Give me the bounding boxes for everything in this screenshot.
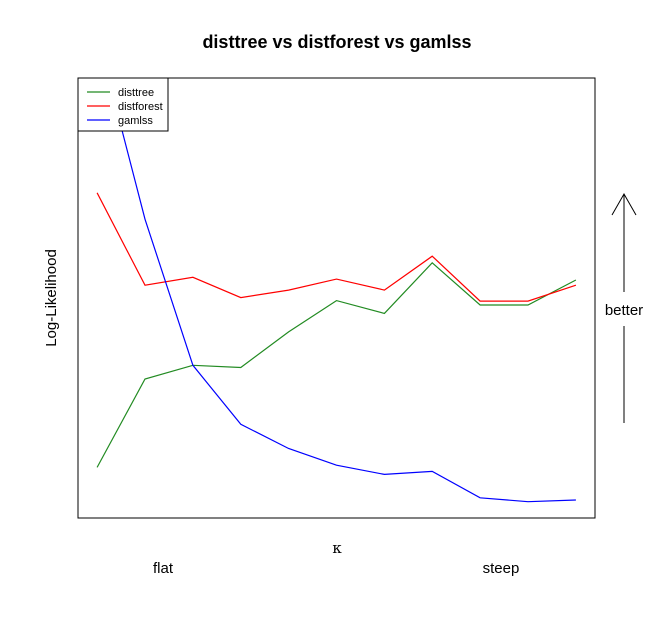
legend-label-disttree: disttree xyxy=(118,87,154,99)
legend-label-gamlss: gamlss xyxy=(118,115,153,127)
plot-frame xyxy=(77,77,596,519)
x-axis-label: κ xyxy=(332,539,342,557)
better-label: better xyxy=(605,302,643,319)
legend-box xyxy=(77,77,169,132)
series-layer xyxy=(96,78,577,503)
better-arrow xyxy=(611,192,637,423)
chart-title: disttree vs distforest vs gamlss xyxy=(202,32,471,52)
x-annotation-steep: steep xyxy=(483,560,520,577)
legend-items: disttree distforest gamlss xyxy=(87,87,163,127)
series-line-distforest xyxy=(96,192,577,302)
legend: disttree distforest gamlss xyxy=(77,77,169,132)
x-annotation-flat: flat xyxy=(153,560,174,577)
better-arrow-head xyxy=(611,192,637,216)
legend-label-distforest: distforest xyxy=(118,101,163,113)
y-axis-label: Log-Likelihood xyxy=(43,249,60,347)
series-line-gamlss xyxy=(107,78,576,503)
series-line-disttree xyxy=(96,261,577,468)
